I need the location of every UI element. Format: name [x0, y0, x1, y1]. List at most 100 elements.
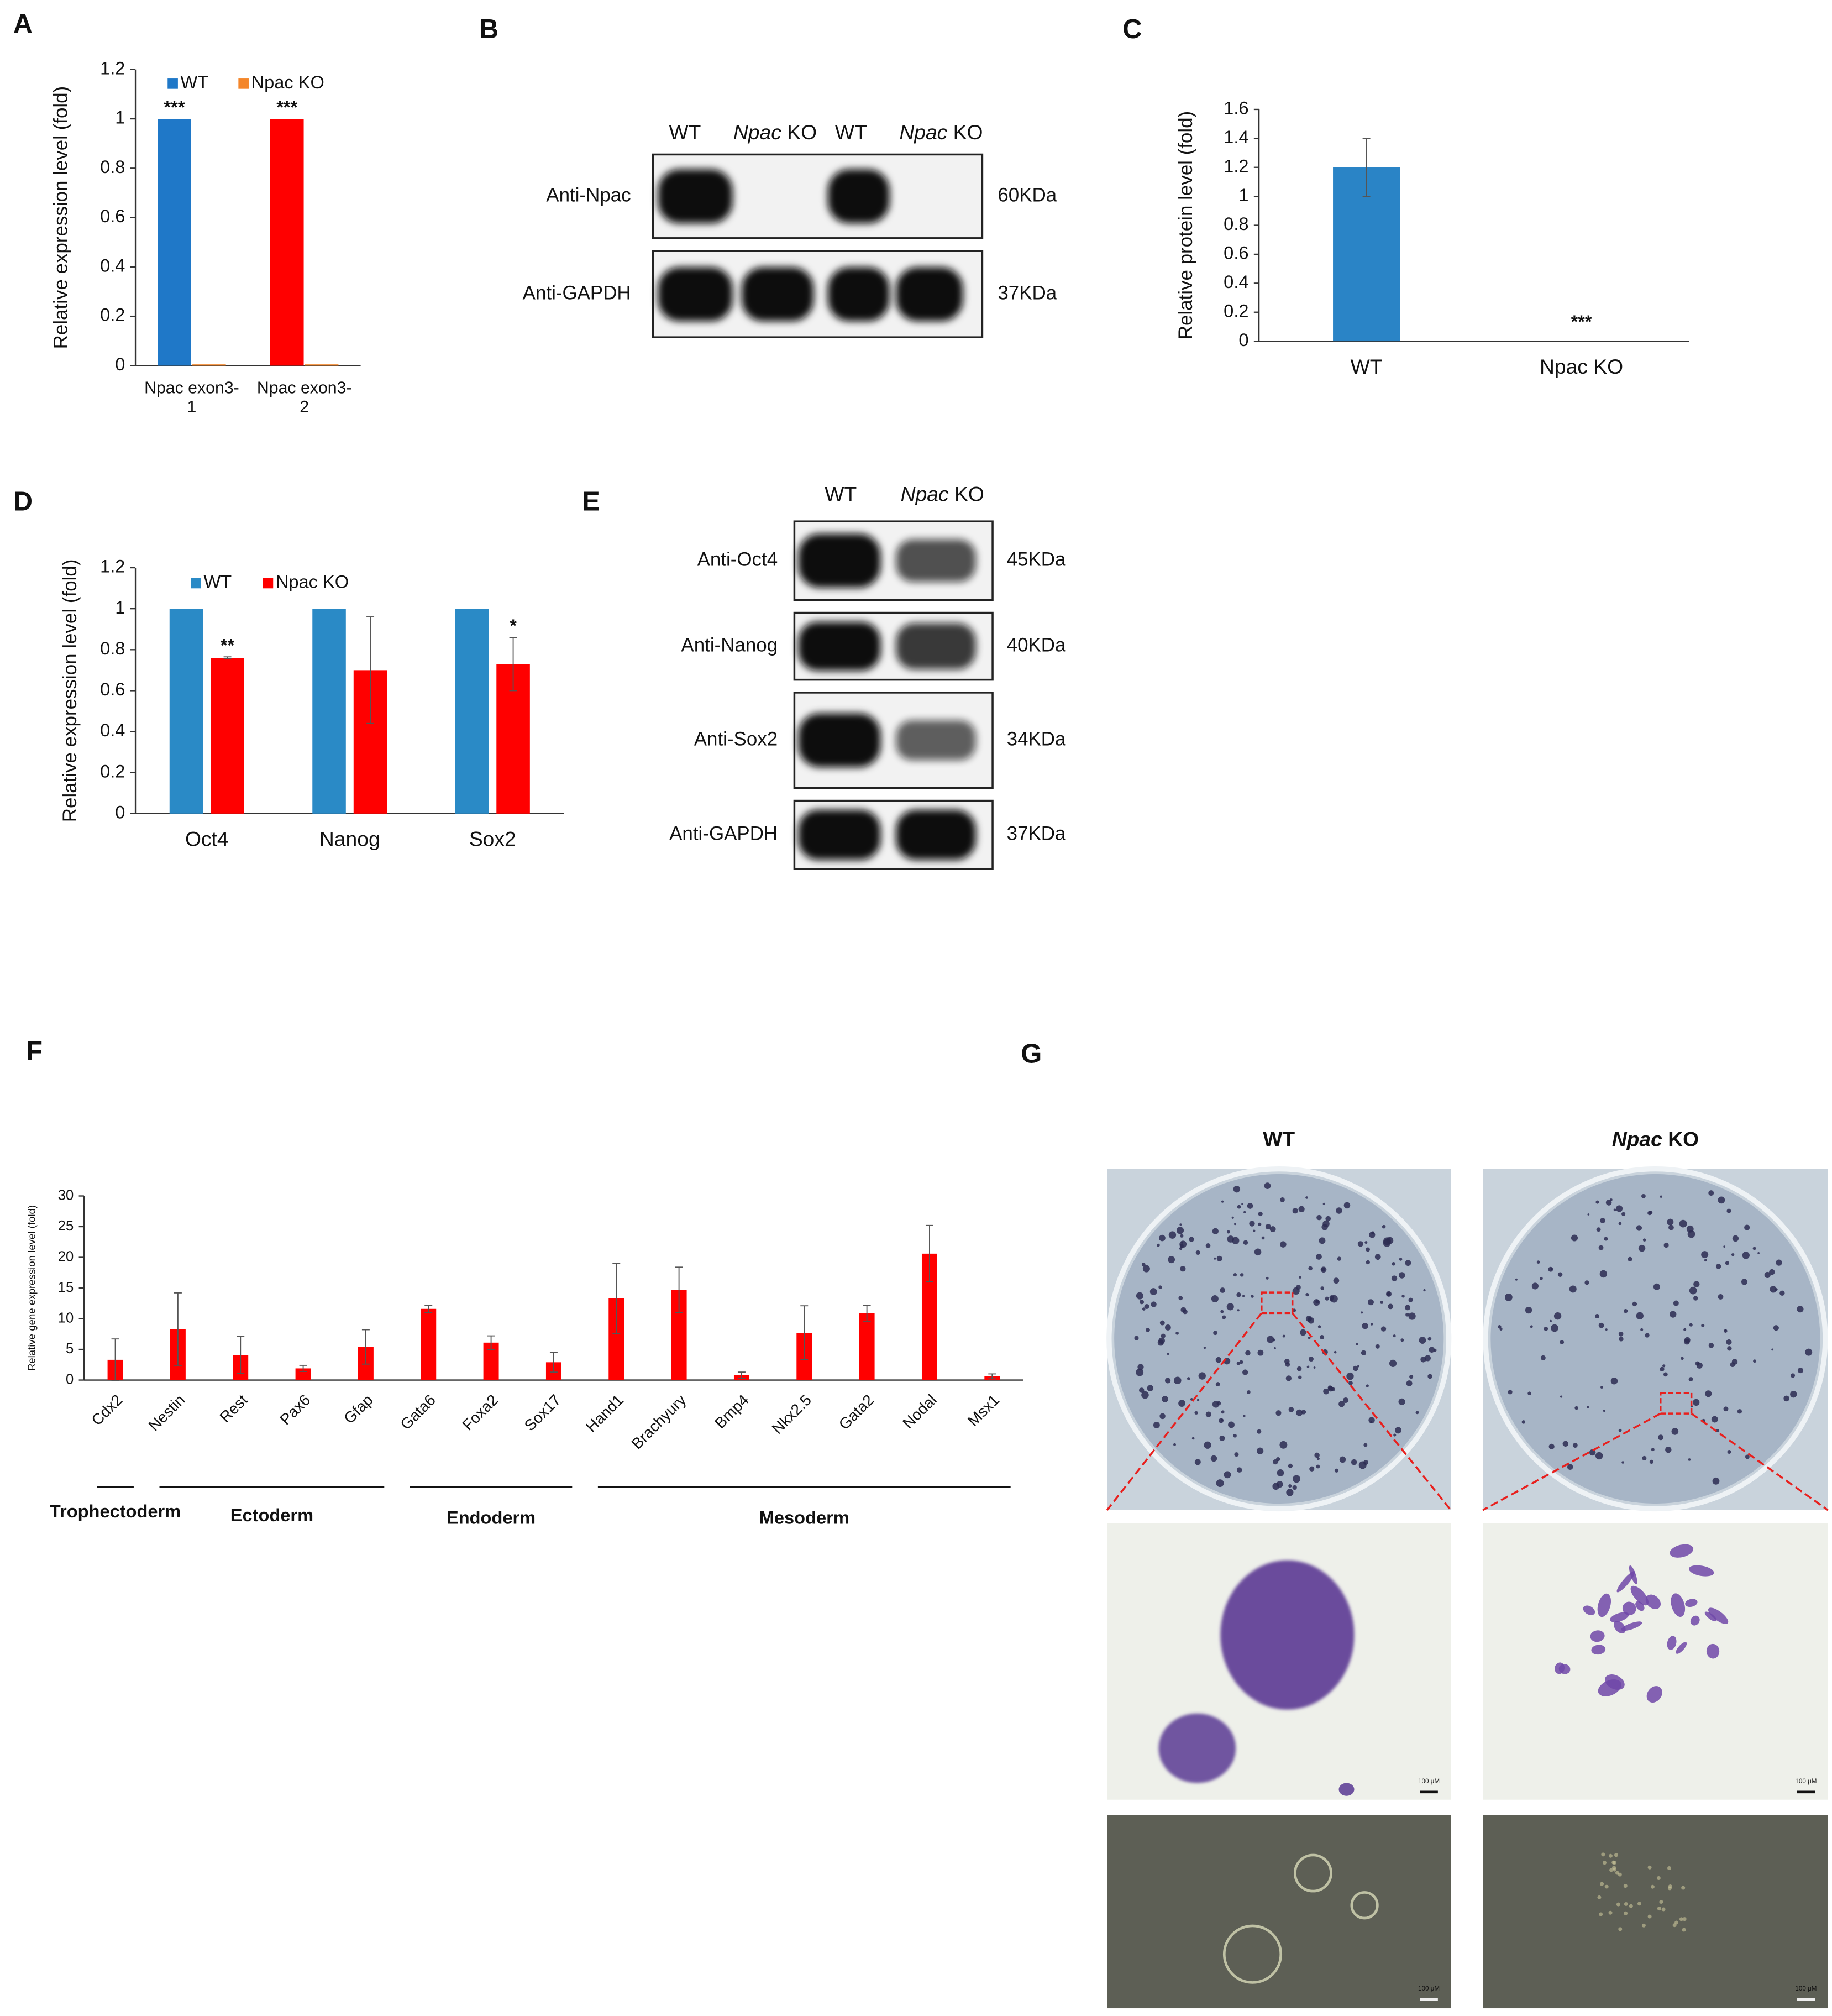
colony-dot	[1282, 1334, 1285, 1338]
legend-swatch	[263, 578, 274, 589]
colony-dot	[1215, 1357, 1222, 1363]
cell	[1590, 1630, 1605, 1642]
colony-dot	[1584, 1280, 1589, 1285]
colony-dot	[1285, 1375, 1292, 1381]
y-tick-label: 0	[115, 354, 125, 374]
colony-dot	[1771, 1348, 1774, 1351]
cell	[1597, 1593, 1611, 1617]
zoom-box	[1660, 1392, 1693, 1415]
colony-dot	[1370, 1323, 1373, 1326]
group-label: Endoderm	[447, 1507, 536, 1528]
colony-dot	[1741, 1279, 1748, 1285]
y-tick-label: 0.8	[100, 638, 125, 658]
error-bar	[612, 1263, 621, 1334]
x-tick-label: Sox17	[521, 1391, 564, 1434]
colony-dot	[1292, 1287, 1300, 1295]
phase-cell	[1618, 1872, 1622, 1877]
phase-cell	[1637, 1902, 1641, 1906]
error-bar	[361, 1329, 370, 1365]
colony-dot	[1540, 1276, 1543, 1280]
colony-dot	[1358, 1461, 1367, 1469]
x-tick-label: Msx1	[964, 1391, 1002, 1429]
colony-dot	[1343, 1202, 1351, 1209]
colony-dot	[1180, 1266, 1186, 1272]
colony-dot	[1308, 1357, 1314, 1362]
colony-dot	[1723, 1245, 1726, 1248]
colony-dot	[1315, 1300, 1320, 1304]
colony-dot	[1693, 1281, 1700, 1287]
colony-dot	[1136, 1368, 1144, 1376]
colony-dot	[1693, 1296, 1698, 1301]
colony-dot	[1531, 1282, 1539, 1290]
colony-dot	[1530, 1325, 1533, 1328]
blot-band	[798, 713, 881, 768]
colony-dot	[1673, 1300, 1679, 1306]
colony-dot	[1179, 1240, 1187, 1248]
colony-dot	[1668, 1224, 1674, 1230]
colony-dot	[1596, 1227, 1601, 1232]
colony-dot	[1647, 1211, 1652, 1216]
colony-dot	[1665, 1446, 1672, 1453]
x-tick-label: Rest	[216, 1391, 251, 1426]
error-bar	[1362, 138, 1371, 197]
colony-dot	[1181, 1241, 1184, 1244]
blot-band	[658, 267, 733, 322]
colony-dot	[1245, 1350, 1251, 1356]
y-axis-label: Relative gene expression level (fold)	[26, 1205, 38, 1371]
y-axis-label: Relative expression level (fold)	[50, 86, 72, 349]
colony-dot	[1180, 1234, 1184, 1238]
cell	[1558, 1664, 1571, 1674]
phase-cell	[1672, 1923, 1677, 1928]
legend-swatch	[167, 78, 178, 89]
colony-dot	[1385, 1291, 1392, 1297]
colony-dot	[1299, 1276, 1301, 1279]
colony-dot	[1251, 1295, 1254, 1298]
phase-cell	[1647, 1914, 1652, 1919]
colony-dot	[1236, 1292, 1241, 1297]
colony-dot	[1224, 1471, 1231, 1479]
colony-dot	[1357, 1365, 1360, 1368]
colony-dot	[1681, 1357, 1684, 1360]
phase-colony	[1222, 1924, 1283, 1984]
colony-dot	[1198, 1372, 1206, 1380]
colony-dot	[1142, 1307, 1146, 1311]
x-tick-label: Nestin	[145, 1391, 188, 1434]
colony-dot	[1247, 1390, 1251, 1394]
panel-letter: E	[582, 487, 600, 517]
colony-dot	[1219, 1435, 1225, 1441]
colony-dot	[1600, 1218, 1605, 1223]
colony-dot	[1527, 1391, 1531, 1396]
colony-dot	[1296, 1366, 1302, 1371]
cell	[1635, 1601, 1645, 1611]
colony-dot	[1204, 1441, 1211, 1449]
phase-cell	[1679, 1917, 1683, 1921]
colony-dot	[1298, 1375, 1302, 1379]
colony-dot	[1621, 1461, 1624, 1464]
colony-dot	[1165, 1324, 1171, 1331]
error-bar	[549, 1352, 558, 1373]
colony-dot	[1164, 1378, 1171, 1384]
y-tick-label: 5	[66, 1341, 74, 1357]
colony-dot	[1536, 1260, 1540, 1264]
colony-dot	[1773, 1325, 1779, 1331]
colony-dot	[1233, 1223, 1236, 1226]
colony-dot	[1313, 1366, 1316, 1369]
colony-dot	[1189, 1237, 1194, 1242]
colony-dot	[1159, 1234, 1166, 1242]
error-bar	[424, 1305, 433, 1313]
colony-dot	[1211, 1295, 1219, 1302]
y-tick-label: 1	[115, 107, 125, 128]
colony-dot	[1797, 1368, 1804, 1374]
colony-dot	[1791, 1373, 1796, 1378]
phase-cell	[1667, 1866, 1671, 1871]
colony-dot	[1322, 1220, 1330, 1228]
significance: ***	[276, 97, 297, 117]
colony-dot	[1167, 1353, 1169, 1355]
blot-band	[896, 623, 976, 670]
colony-dot	[1551, 1324, 1558, 1332]
phase-cell	[1609, 1868, 1614, 1872]
plate-rim	[1483, 1166, 1828, 1512]
colony-dot	[1667, 1218, 1674, 1226]
colony-dot	[1178, 1296, 1183, 1301]
colony-dot	[1273, 1459, 1278, 1465]
